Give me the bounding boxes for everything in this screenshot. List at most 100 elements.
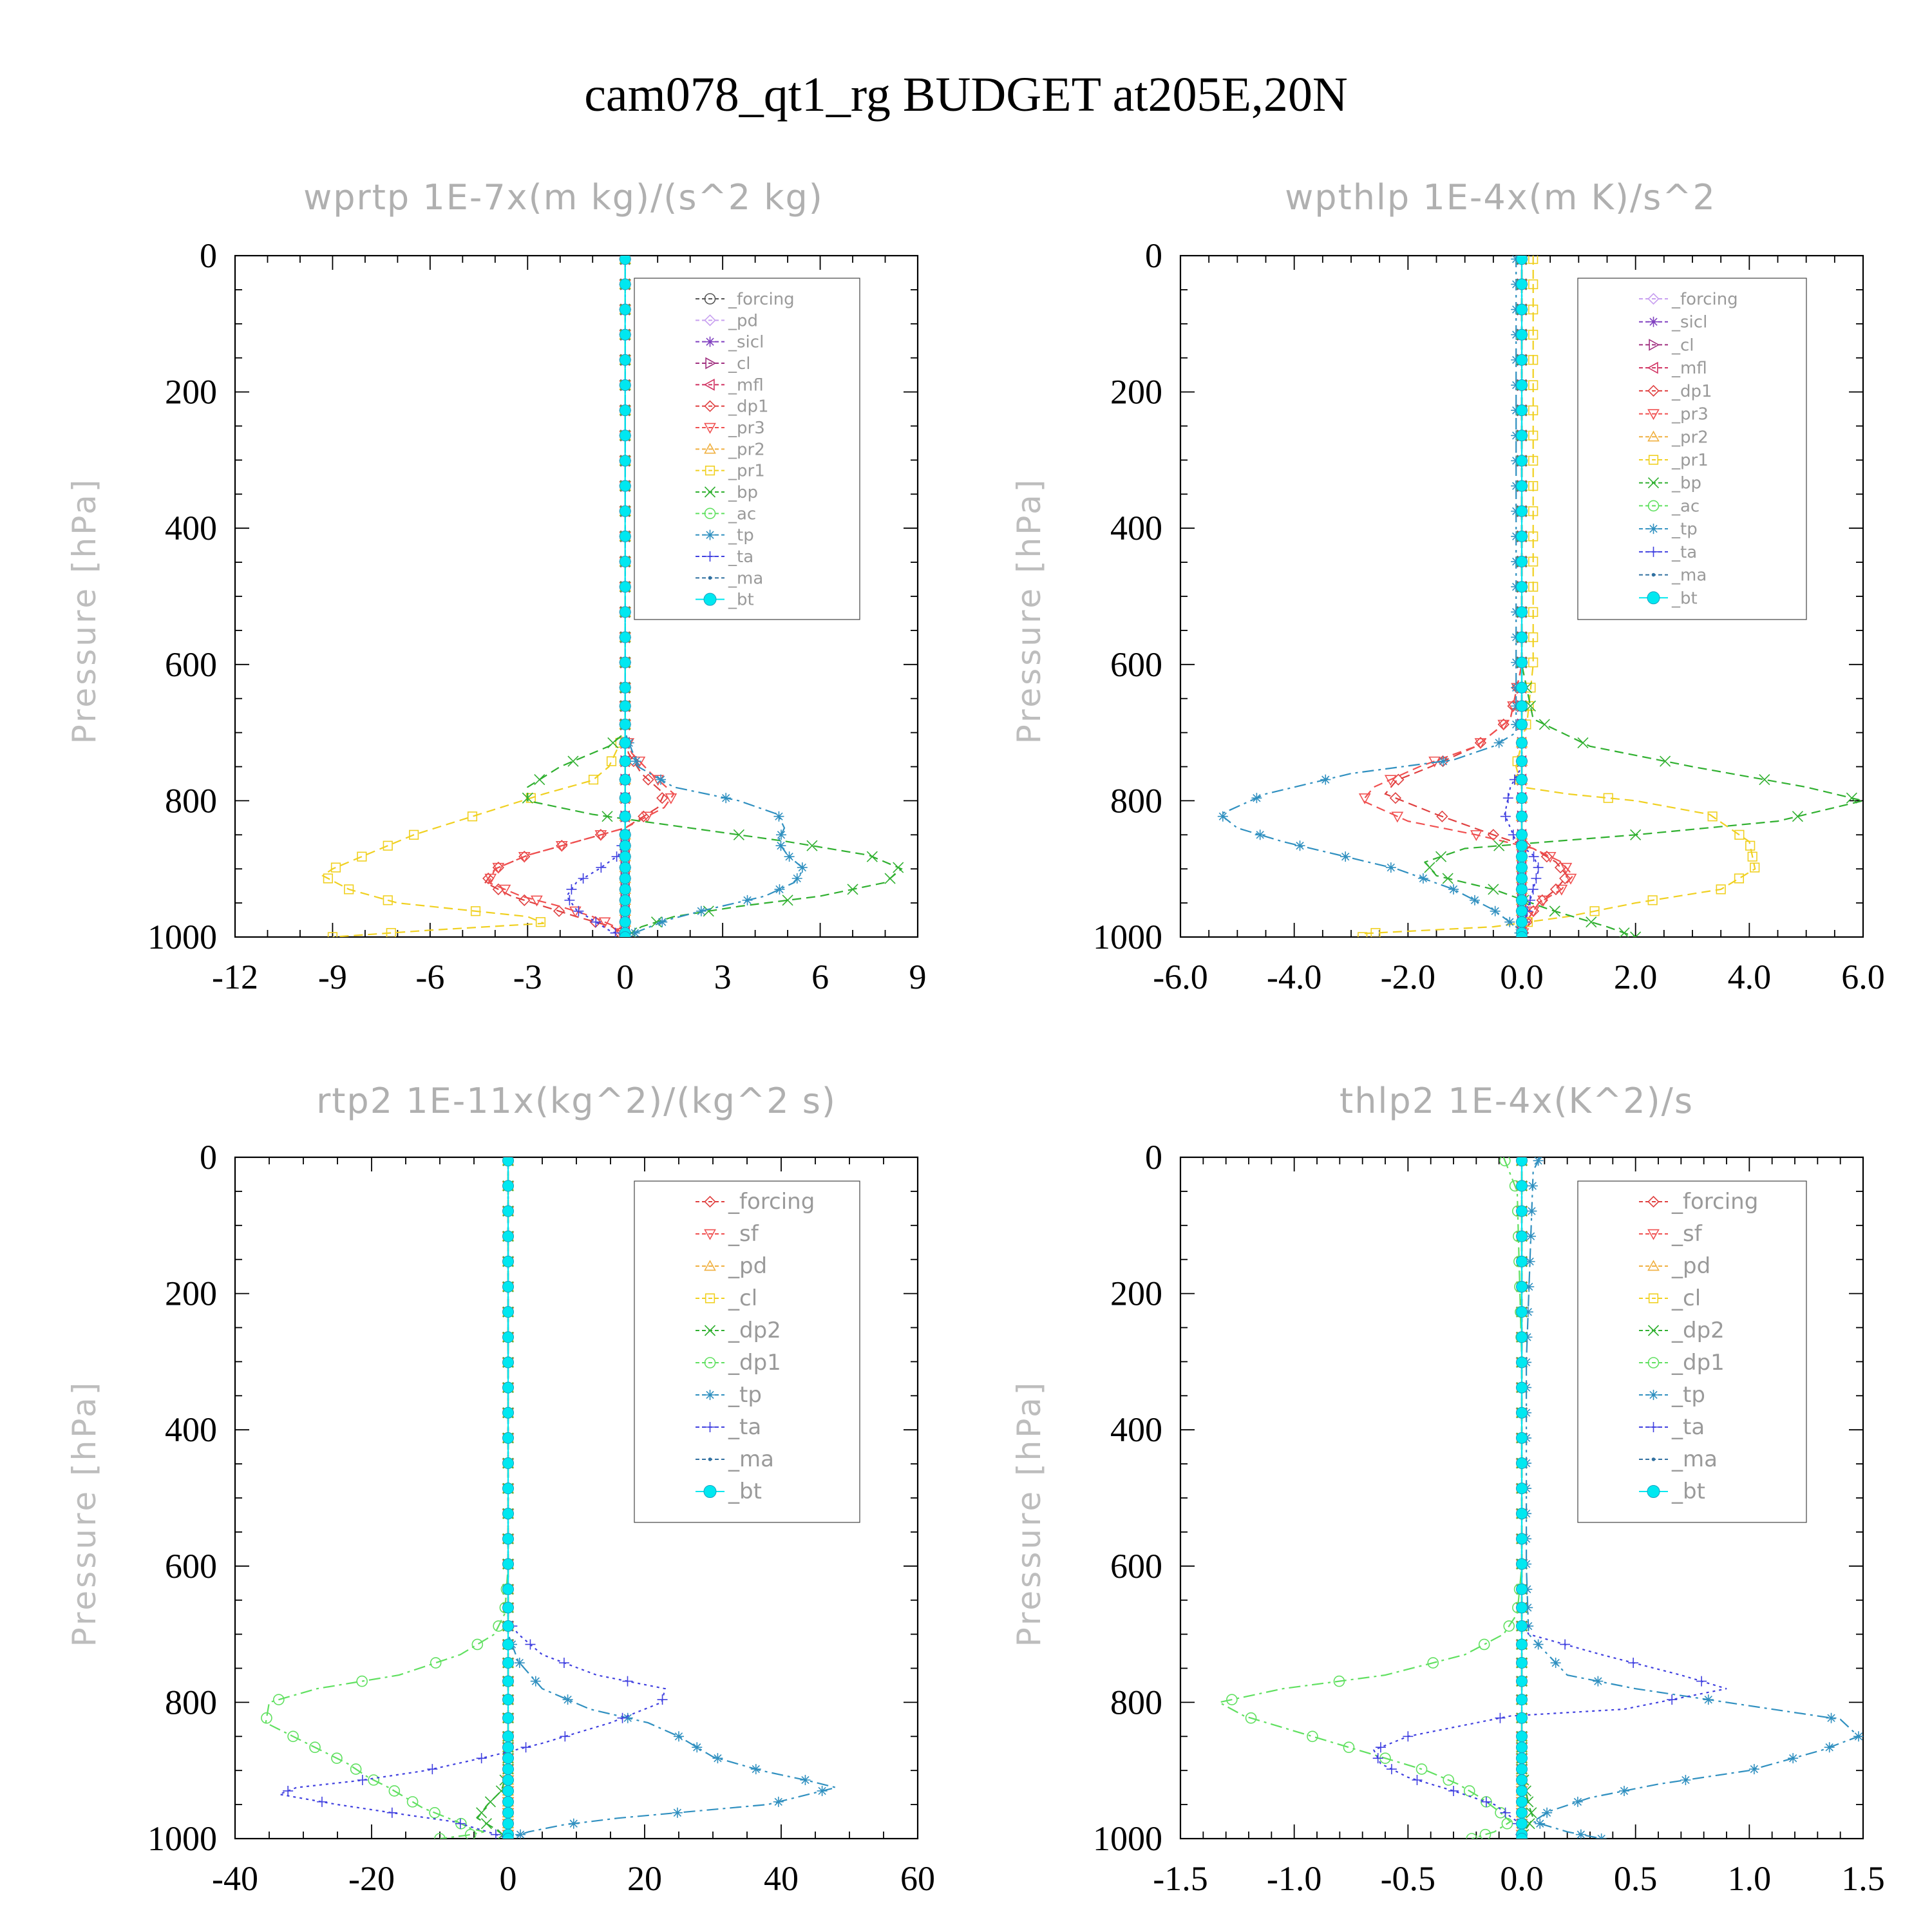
marker-bt [619,718,631,730]
marker-bt [619,631,631,643]
marker-dp1 [350,1763,362,1775]
marker-bt [502,1281,514,1293]
marker-pr1 [1528,481,1539,491]
marker-bt [1516,1763,1528,1776]
legend-label-cl: _cl [728,1285,757,1311]
marker-ta [455,1818,466,1829]
marker-bt [1516,1381,1528,1394]
marker-bt [619,303,631,316]
marker-bt [502,1457,514,1470]
y-tick-label: 800 [1110,1683,1162,1721]
marker-pr3 [1544,851,1557,863]
y-tick-label: 400 [165,1410,217,1449]
marker-ta [1667,1694,1678,1705]
marker-bt [1516,718,1528,730]
marker-pr1 [1528,405,1539,415]
marker-bp [607,737,619,749]
marker-bt [619,556,631,568]
marker-pr1 [1589,906,1600,916]
series-markers-dp1 [1226,1157,1528,1839]
legend-marker-mfl [703,378,715,391]
marker-bt [1516,1795,1528,1808]
x-tick-label: -40 [212,1859,258,1898]
x-tick-label: -6 [415,958,444,996]
marker-bt [1516,303,1528,316]
marker-dp1 [553,905,565,917]
marker-pr3 [1358,793,1371,804]
marker-bt [1516,1657,1528,1669]
x-tick-label: 60 [900,1859,935,1898]
marker-ta [657,1694,668,1705]
legend-label-tp: _tp [1671,1382,1705,1408]
marker-dp1 [1245,1712,1257,1724]
marker-pr1 [1647,895,1658,905]
x-tick-label: 2.0 [1614,958,1658,996]
series-markers-ta [1372,1157,1707,1839]
legend-label-pr3: _pr3 [1671,405,1709,424]
marker-tp [1255,829,1265,840]
marker-ta [1502,793,1513,804]
x-tick-label: -1.0 [1267,1859,1321,1898]
marker-bt [502,1774,514,1786]
marker-bt [1516,681,1528,694]
marker-dp2 [1526,1807,1537,1819]
series-line-ta [1372,1157,1727,1839]
legend-box [634,278,860,620]
marker-bt [619,873,631,885]
x-tick-label: -9 [318,958,347,996]
marker-bt [619,681,631,694]
panel-thlp2: thlp2 1E-4x(K^2)/s Pressure [hPa] -1.5 -1… [1010,1081,1885,1898]
series-markers-pr3 [484,256,677,937]
legend-label-ac: _ac [1671,497,1700,516]
legend-label-pr2: _pr2 [728,440,765,459]
marker-bp [1792,811,1803,822]
marker-bt [619,755,631,768]
marker-pr1 [383,895,393,905]
marker-bt [1516,631,1528,643]
y-tick-label: 800 [165,1683,217,1721]
x-tick-label: -20 [348,1859,395,1898]
marker-dp1 [273,1694,285,1705]
marker-tp [1417,873,1428,884]
marker-ta [283,1785,294,1796]
marker-ta [357,1775,368,1786]
marker-bt [1516,1533,1528,1545]
legend-label-ta: _ta [728,1414,761,1440]
marker-bt [1516,530,1528,542]
marker-ta [1500,811,1511,822]
x-tick-label: 3 [714,958,732,996]
plot-frame [234,254,919,938]
legend-marker-forcing [704,293,716,305]
marker-pr1 [1528,279,1539,290]
marker-pr1 [1528,607,1539,617]
marker-dp1 [287,1730,299,1743]
marker-bt [502,1331,514,1343]
panel-title: wprtp 1E-7x(m kg)/(s^2 kg) [303,177,824,218]
marker-bp [1539,719,1550,730]
x-tick-label: 40 [764,1859,799,1898]
marker-bt [502,1741,514,1754]
marker-tp [515,1829,526,1839]
marker-tp [562,1694,573,1705]
marker-bp [601,811,613,822]
series-markers-dp1 [1389,256,1571,937]
series-line-dp1 [484,256,665,937]
marker-bt [502,1180,514,1192]
y-tick-label: 0 [1145,1138,1162,1177]
marker-pr1 [1734,873,1745,884]
marker-pr1 [386,928,396,937]
marker-ta [1495,1712,1506,1723]
legend-marker-sicl [1648,316,1659,327]
legend-label-pd: _pd [728,311,758,330]
marker-bt [619,840,631,852]
marker-pr1 [1716,884,1726,895]
legend-marker-pd [1647,1260,1660,1271]
marker-bt [1516,1482,1528,1495]
legend-label-ta: _ta [1671,543,1697,562]
marker-bt [502,1817,514,1830]
marker-bt [1516,1508,1528,1520]
x-tick-label: -12 [212,958,258,996]
series-line-pr1 [1362,256,1756,934]
x-tick-label: -2.0 [1381,958,1435,996]
marker-bt [502,1533,514,1545]
